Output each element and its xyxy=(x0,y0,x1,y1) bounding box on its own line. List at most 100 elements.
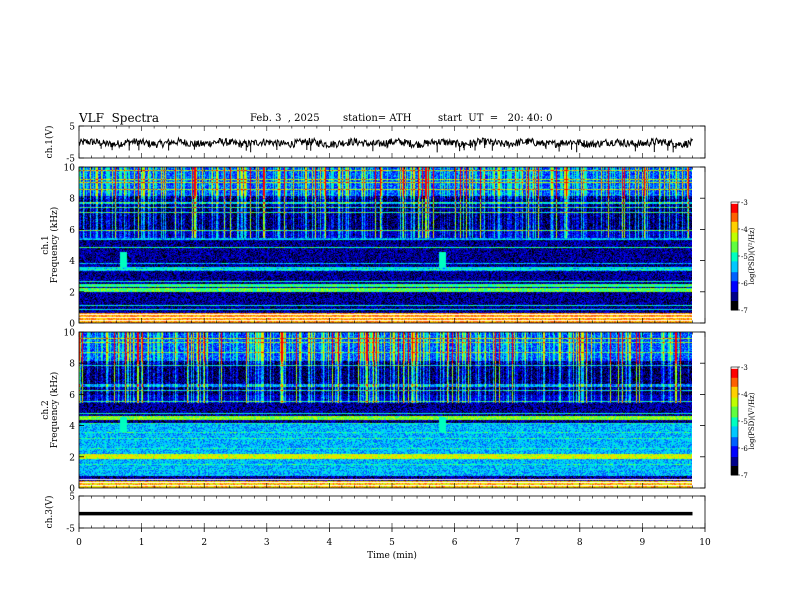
ch1-ytick-label: 5 xyxy=(69,123,75,133)
ch2-spectrogram-colorbar-swatch xyxy=(731,413,738,417)
ch1-spectrogram-ytick-label: 0 xyxy=(69,320,75,330)
ch1-spectrogram-colorbar-swatch xyxy=(731,241,738,244)
ch1-spectrogram-colorbar-swatch xyxy=(731,225,738,228)
ch1-spectrogram-colorbar-swatch xyxy=(731,279,738,282)
ch2-spectrogram-ytick-label: 0 xyxy=(69,485,75,495)
ch1-spectrogram-colorbar-swatch xyxy=(731,263,738,266)
ch1-spectrogram-colorbar-swatch xyxy=(731,209,738,212)
ch1-spectrogram-colorbar-swatch xyxy=(731,257,738,261)
ch1-spectrogram-colorbar-swatch xyxy=(731,302,738,306)
ch2-spectrogram-colorbar-swatch xyxy=(731,428,738,431)
ch1-spectrogram-colorbar-swatch xyxy=(731,281,738,284)
ch2-spectrogram-colorbar-swatch xyxy=(731,448,738,451)
ch1-spectrogram-colorbar-swatch xyxy=(731,250,738,253)
ch2-spectrogram-colorbar-swatch xyxy=(731,408,738,411)
ch1-spectrogram-colorbar-swatch xyxy=(731,301,738,304)
ch1-spectrogram-colorbar-swatch xyxy=(731,205,738,208)
ch2-spectrogram-colorbar-swatch xyxy=(731,376,738,379)
x-axis-tick-label: 2 xyxy=(201,538,207,548)
ch2-spectrogram-colorbar-swatch xyxy=(731,419,738,422)
ch1-spectrogram-colorbar-swatch xyxy=(731,243,738,246)
ch1-spectrogram-colorbar-swatch xyxy=(731,261,738,264)
ch1-spectrogram-colorbar-swatch xyxy=(731,203,738,207)
ch2-spectrogram-colorbar-swatch xyxy=(731,394,738,397)
ch1-spectrogram-ylabel: ch.1 xyxy=(41,235,51,254)
x-axis-tick-label: 7 xyxy=(514,538,520,548)
ch2-spectrogram-colorbar-swatch xyxy=(731,421,738,424)
ch2-spectrogram-colorbar-swatch xyxy=(731,404,738,408)
ch2-spectrogram-colorbar-label: log(PSD)(V²/Hz) xyxy=(748,392,756,449)
ch2-spectrogram-colorbar-swatch xyxy=(731,440,738,444)
ch2-spectrogram-colorbar-swatch xyxy=(731,386,738,390)
ch2-spectrogram-colorbar-swatch xyxy=(731,433,738,436)
ch2-spectrogram-ytick-label: 6 xyxy=(69,391,75,401)
ch1-spectrogram-ytick-label: 4 xyxy=(69,257,75,267)
ch1-spectrogram-colorbar-swatch xyxy=(731,252,738,255)
ch1-spectrogram-colorbar-tick-label: -4 xyxy=(741,226,748,234)
ch1-spectrogram-colorbar-swatch xyxy=(731,295,738,298)
ch1-spectrogram-colorbar-swatch xyxy=(731,202,738,205)
ch1-ytick-label: -5 xyxy=(66,155,75,165)
ch2-spectrogram-colorbar-swatch xyxy=(731,471,738,474)
ch1-spectrogram-image xyxy=(79,167,692,323)
ch2-spectrogram-colorbar-swatch xyxy=(731,417,738,420)
ch2-spectrogram-ylabel: ch.2 xyxy=(41,400,51,419)
ch2-spectrogram-ytick-label: 8 xyxy=(69,360,75,370)
ch1-spectrogram-colorbar-swatch xyxy=(731,236,738,239)
ch1-trace xyxy=(78,136,693,150)
ch1-spectrogram-colorbar-tick-label: -7 xyxy=(741,307,748,315)
ch1-spectrogram-ytick-label: 2 xyxy=(69,288,75,298)
ch1-spectrogram-colorbar-label: log(PSD)(V²/Hz) xyxy=(748,227,756,284)
chart-start-time: start UT = 20: 40: 0 xyxy=(438,113,553,124)
ch1-spectrogram-colorbar-swatch xyxy=(731,292,738,295)
ch2-spectrogram-colorbar-swatch xyxy=(731,372,738,375)
ch2-spectrogram-colorbar-swatch xyxy=(731,368,738,372)
ch1-spectrogram-colorbar-swatch xyxy=(731,277,738,280)
ch1-spectrogram-colorbar-swatch xyxy=(731,304,738,307)
ch2-spectrogram-colorbar-swatch xyxy=(731,403,738,406)
ch2-spectrogram-colorbar-swatch xyxy=(731,467,738,471)
ch2-spectrogram-colorbar-swatch xyxy=(731,449,738,453)
ch2-spectrogram-colorbar-swatch xyxy=(731,455,738,458)
ch1-spectrogram-colorbar-swatch xyxy=(731,288,738,291)
ch1-spectrogram-colorbar-swatch xyxy=(731,220,738,223)
chart-station: station= ATH xyxy=(343,113,412,124)
ch1-spectrogram-colorbar-swatch xyxy=(731,272,738,275)
ch1-spectrogram-colorbar-swatch xyxy=(731,299,738,302)
ch2-spectrogram-colorbar-swatch xyxy=(731,401,738,404)
ch1-spectrogram-ylabel: Frequency (kHz) xyxy=(49,207,60,284)
ch1-spectrogram-colorbar-swatch xyxy=(731,229,738,232)
ch2-spectrogram-colorbar-swatch xyxy=(731,469,738,472)
ch2-spectrogram-colorbar-tick-label: -6 xyxy=(741,445,748,453)
ch1-spectrogram-colorbar-swatch xyxy=(731,227,738,230)
x-axis-tick-label: 10 xyxy=(699,538,711,548)
ch2-spectrogram-colorbar-swatch xyxy=(731,390,738,393)
ch1-spectrogram-colorbar-swatch xyxy=(731,230,738,234)
ch2-spectrogram-colorbar-swatch xyxy=(731,392,738,395)
ch1-spectrogram-colorbar-swatch xyxy=(731,211,738,214)
ch1-spectrogram-colorbar-swatch xyxy=(731,207,738,210)
ch1-spectrogram-ytick-label: 8 xyxy=(69,195,75,205)
ch2-spectrogram-ytick-label: 2 xyxy=(69,453,75,463)
ch1-spectrogram-colorbar-swatch xyxy=(731,247,738,250)
ch1-spectrogram-colorbar-swatch xyxy=(731,274,738,277)
ch1-ylabel: ch.1(V) xyxy=(44,126,55,159)
ch1-spectrogram-ytick-label: 6 xyxy=(69,226,75,236)
ch2-spectrogram-colorbar-swatch xyxy=(731,466,738,469)
x-axis-tick-label: 9 xyxy=(640,538,646,548)
colorbars: -3 -4 -5 -6 -7 log(PSD)(V²/Hz) -3 -4 -5 -6 -7 log(P… xyxy=(730,199,756,480)
ch1-spectrogram-colorbar-swatch xyxy=(731,223,738,226)
ch2-spectrogram-colorbar-swatch xyxy=(731,397,738,400)
ch2-spectrogram-colorbar-swatch xyxy=(731,388,738,391)
ch1-spectrogram-colorbar-swatch xyxy=(731,256,738,259)
ch2-spectrogram-colorbar-swatch xyxy=(731,464,738,467)
ch2-spectrogram-colorbar-swatch xyxy=(731,435,738,438)
ch2-spectrogram-colorbar-swatch xyxy=(731,439,738,442)
ch2-spectrogram-ylabel: Frequency (kHz) xyxy=(49,372,60,449)
ch1-spectrogram-colorbar-swatch xyxy=(731,275,738,279)
ch2-spectrogram-colorbar-swatch xyxy=(731,410,738,413)
ch1-spectrogram-colorbar-tick-label: -5 xyxy=(741,253,748,261)
ch1-spectrogram-colorbar-swatch xyxy=(731,212,738,216)
ch1-spectrogram-colorbar-swatch xyxy=(731,259,738,262)
